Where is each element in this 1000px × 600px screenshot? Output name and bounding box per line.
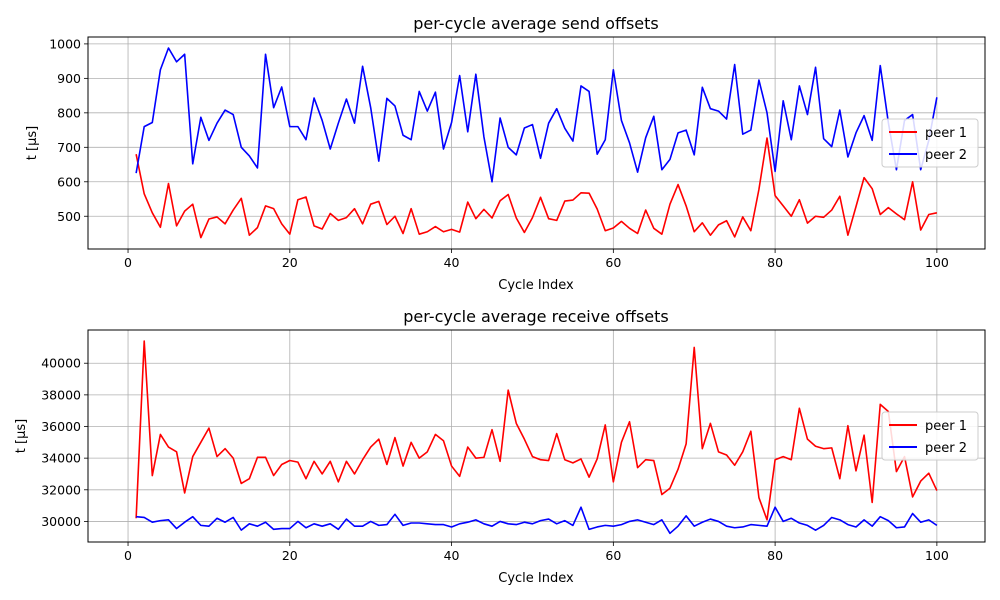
receive-legend-peer2-label: peer 2 [925,441,967,456]
receive-series-line-peer2 [136,506,938,535]
send-y-tick-label: 500 [57,209,81,224]
send-ticks: 0 20 40 60 80 100 500 600 700 800 900 1000 [49,36,949,270]
receive-x-tick-label: 60 [605,548,621,563]
receive-y-tick-label: 38000 [41,387,81,402]
send-x-tick-label: 0 [124,255,132,270]
send-x-tick-label: 80 [767,255,783,270]
send-series-line-peer1 [135,137,938,239]
receive-y-tick-label: 36000 [41,419,81,434]
receive-x-axis-label: Cycle Index [498,571,574,586]
receive-y-axis-label: t [µs] [14,419,29,453]
send-x-axis-label: Cycle Index [498,278,574,293]
send-series-line-peer2 [135,47,938,183]
send-legend: peer 1 peer 2 [881,118,979,168]
send-chart-title: per-cycle average send offsets [413,14,659,33]
receive-x-tick-label: 0 [124,548,132,563]
receive-legend-peer1-label: peer 1 [925,419,967,434]
send-x-tick-label: 60 [605,255,621,270]
receive-x-tick-label: 20 [282,548,298,563]
send-y-tick-label: 800 [57,105,81,120]
receive-x-tick-label: 40 [444,548,460,563]
receive-series [135,340,938,535]
receive-offsets-panel: per-cycle average receive offsets Cycle … [14,307,986,586]
receive-ticks: 0 20 40 60 80 100 30000 32000 34000 36000 38000 400… [41,356,949,563]
receive-axes-frame [87,329,986,543]
send-x-tick-label: 40 [444,255,460,270]
send-legend-peer1-label: peer 1 [925,126,967,141]
send-y-axis-label: t [µs] [25,126,40,160]
send-axes-frame [87,36,986,250]
send-offsets-panel: per-cycle average send offsets Cycle Ind… [25,14,986,293]
send-series [135,47,938,239]
receive-series-line-peer1 [135,340,938,521]
send-y-tick-label: 600 [57,174,81,189]
send-y-tick-label: 700 [57,140,81,155]
send-x-tick-label: 100 [925,255,949,270]
receive-y-tick-label: 34000 [41,451,81,466]
receive-x-tick-label: 100 [925,548,949,563]
receive-y-tick-label: 40000 [41,356,81,371]
send-y-tick-label: 900 [57,71,81,86]
receive-x-tick-label: 80 [767,548,783,563]
receive-chart-title: per-cycle average receive offsets [403,307,669,326]
send-y-tick-label: 1000 [49,36,81,51]
receive-legend: peer 1 peer 2 [881,411,979,461]
receive-y-tick-label: 30000 [41,514,81,529]
send-x-tick-label: 20 [282,255,298,270]
send-legend-peer2-label: peer 2 [925,148,967,163]
receive-y-tick-label: 32000 [41,482,81,497]
